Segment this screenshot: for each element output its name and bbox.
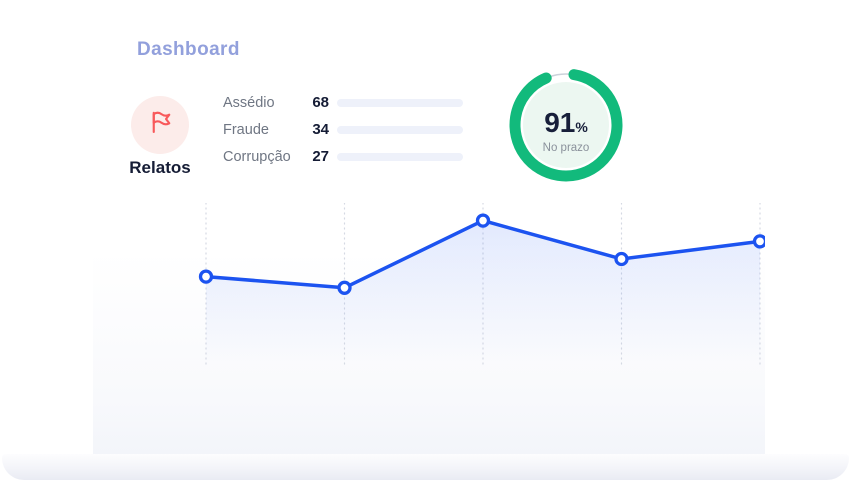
chart-point <box>198 269 214 284</box>
category-row-corrupcao: Corrupção 27 <box>223 143 463 170</box>
donut-center-value: 91% <box>544 107 588 138</box>
category-label: Assédio <box>223 94 275 111</box>
flag-icon <box>147 109 174 141</box>
category-value: 68 <box>312 94 329 111</box>
chart-point <box>752 234 765 249</box>
category-label: Corrupção <box>223 148 291 165</box>
category-bar-track <box>337 125 463 134</box>
donut-progress-arc <box>509 68 623 182</box>
category-label: Fraude <box>223 121 269 138</box>
category-row-assedio: Assédio 68 <box>223 89 463 116</box>
category-row-fraude: Fraude 34 <box>223 116 463 143</box>
page-title: Dashboard <box>137 39 240 60</box>
ontime-donut-chart: 91% No prazo <box>506 65 626 185</box>
category-bar-track <box>337 152 463 161</box>
donut-caption: No prazo <box>543 142 590 154</box>
laptop-base <box>2 454 849 480</box>
trend-line-chart <box>198 203 765 366</box>
reports-badge <box>131 96 189 154</box>
chart-area-fill <box>206 220 760 363</box>
chart-point <box>614 251 629 267</box>
category-value: 34 <box>312 121 329 138</box>
chart-point <box>475 213 491 228</box>
category-bar-track <box>337 98 463 107</box>
donut-inner-disc <box>523 82 609 168</box>
report-categories: Assédio 68 Fraude 34 Corrupção 27 <box>223 89 463 170</box>
dashboard-screen: Dashboard Relatos Assédio 68 Fraude <box>93 3 765 454</box>
reports-title: Relatos <box>129 158 191 177</box>
category-value: 27 <box>312 148 329 165</box>
chart-point <box>337 280 352 295</box>
